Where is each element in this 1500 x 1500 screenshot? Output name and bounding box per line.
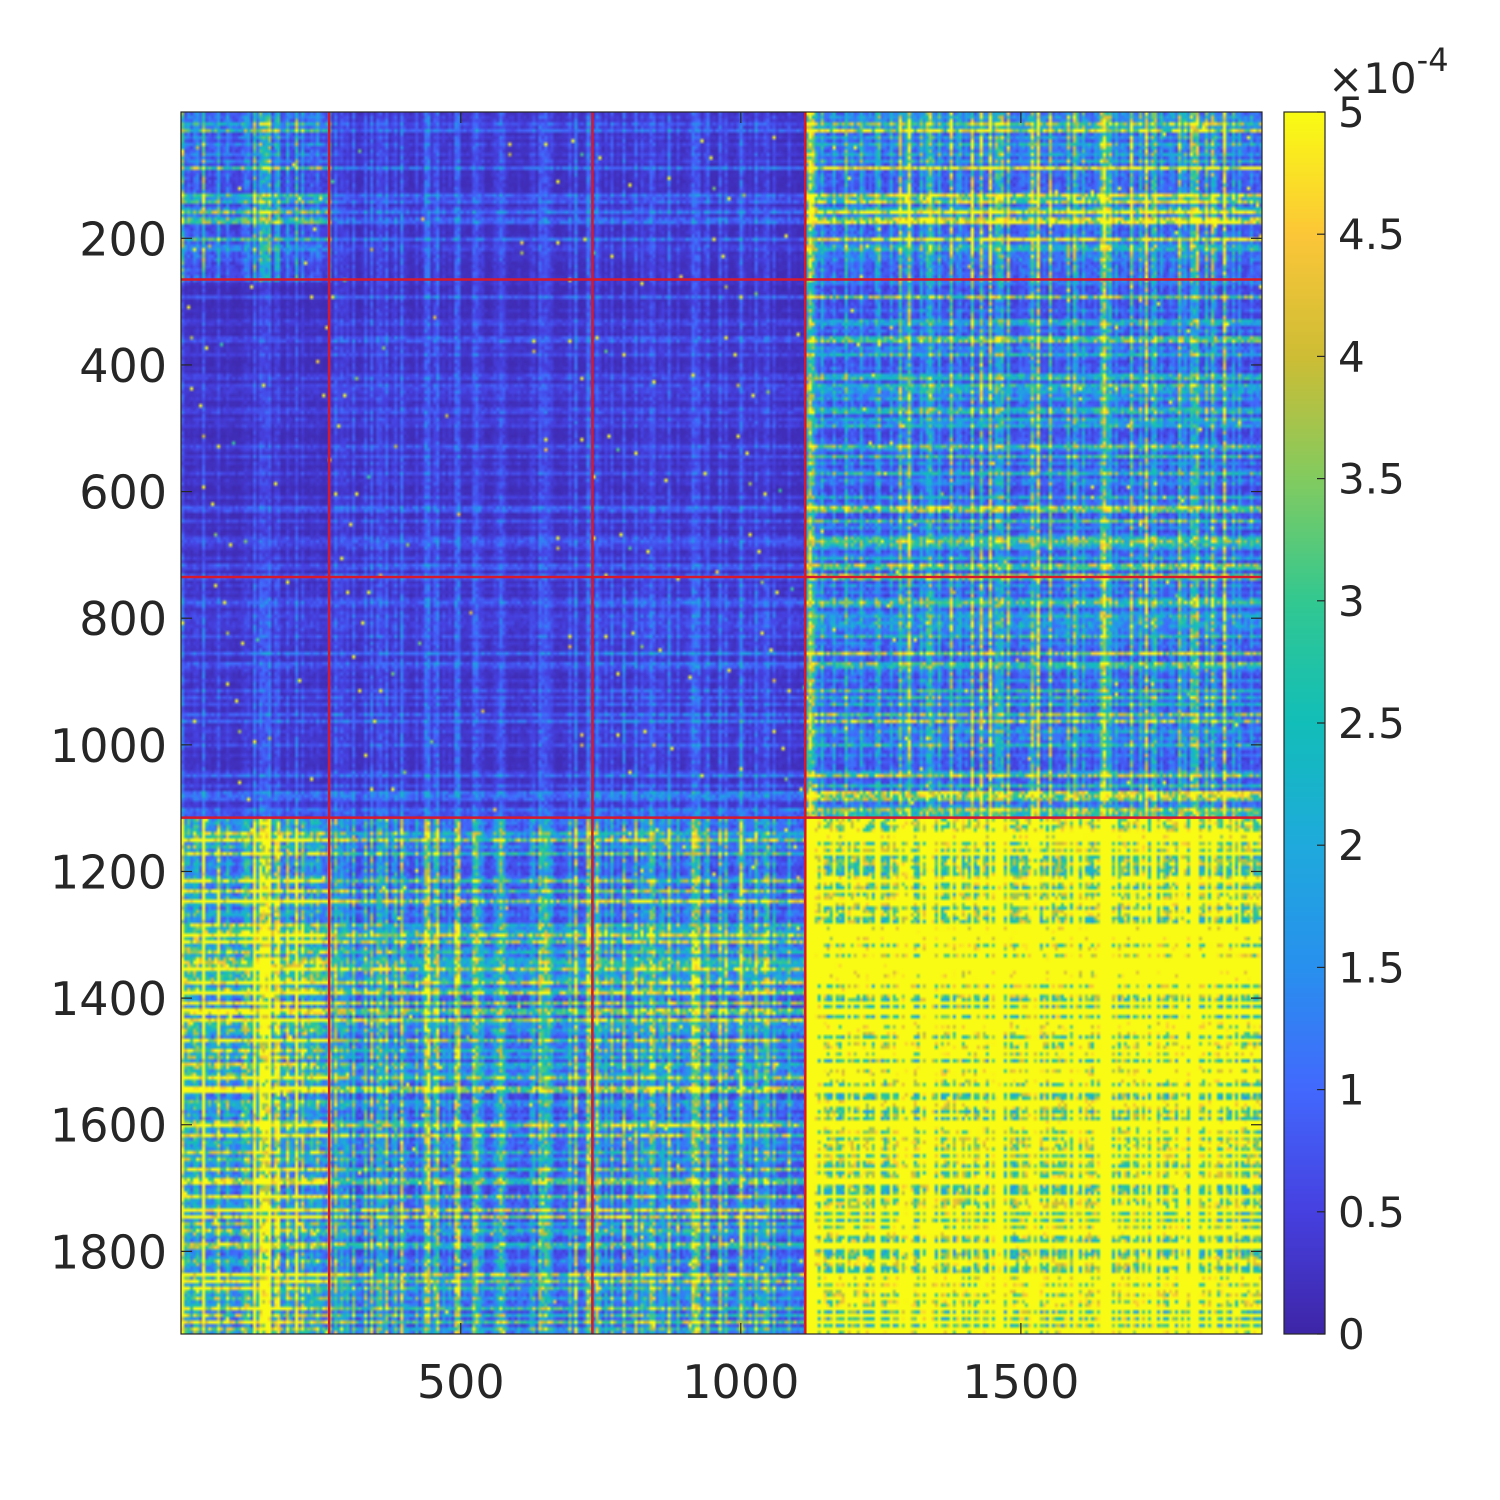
- y-tick-label: 1000: [50, 719, 167, 773]
- y-tick-label: 1400: [50, 972, 167, 1026]
- y-tick-label: 1800: [50, 1225, 167, 1279]
- colorbar-tick-label: 3: [1338, 577, 1365, 626]
- colorbar-tick-label: 2.5: [1338, 699, 1405, 748]
- y-tick-label: 400: [79, 339, 167, 393]
- colorbar-tick-label: 2: [1338, 821, 1365, 870]
- y-tick-label: 1600: [50, 1099, 167, 1153]
- plot-area: [180, 111, 1263, 1335]
- colorbar-ticks: 0 0.5 1 1.5 2 2.5 3 3.5 4 4.5 5: [1317, 88, 1405, 1359]
- colorbar-tick-label: 0.5: [1338, 1188, 1405, 1237]
- colorbar-multiplier-prefix: ×10: [1328, 54, 1417, 103]
- colorbar-tick-label: 4: [1338, 332, 1365, 381]
- colorbar-tick-label: 5: [1338, 88, 1365, 137]
- x-tick-label: 1000: [682, 1355, 799, 1409]
- block-boundary-lines: [181, 112, 1262, 1334]
- plot-frame: [180, 111, 1263, 1335]
- y-tick-label: 1200: [50, 845, 167, 899]
- colorbar-multiplier: ×10-4: [1328, 41, 1449, 103]
- colorbar-tick-label: 1: [1338, 1066, 1365, 1115]
- x-tick-label: 1500: [962, 1355, 1079, 1409]
- x-tick-label: 500: [417, 1355, 505, 1409]
- colorbar-tick-label: 4.5: [1338, 210, 1405, 259]
- y-tick-label: 600: [79, 466, 167, 520]
- x-axis: 500 1000 1500: [417, 112, 1079, 1409]
- colorbar: 0 0.5 1 1.5 2 2.5 3 3.5 4 4.5 5 ×10-4: [1283, 41, 1449, 1359]
- y-axis: 200 400 600 800 1000 1200 1400 1600 1800: [50, 212, 1262, 1279]
- colorbar-tick-label: 3.5: [1338, 455, 1405, 504]
- heatmap-image: [181, 112, 1262, 1334]
- colorbar-tick-label: 1.5: [1338, 943, 1405, 992]
- y-tick-label: 200: [79, 212, 167, 266]
- colorbar-tick-label: 0: [1338, 1310, 1365, 1359]
- y-tick-label: 800: [79, 592, 167, 646]
- colorbar-multiplier-exponent: -4: [1417, 41, 1449, 79]
